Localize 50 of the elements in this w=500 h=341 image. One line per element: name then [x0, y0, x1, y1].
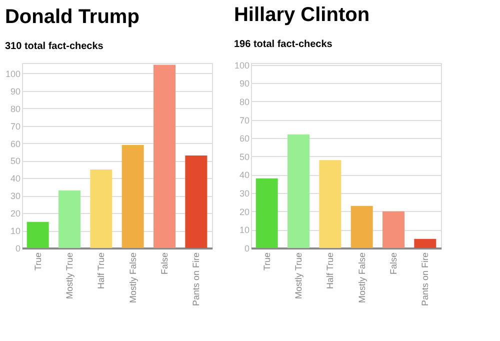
x-tick-label: Half True [96, 252, 106, 290]
y-tick-label: 100 [234, 60, 250, 70]
x-tick-label: False [388, 252, 398, 275]
x-tick-label: True [32, 252, 43, 271]
y-tick-label: 70 [10, 121, 20, 132]
x-tick-label: Mostly True [294, 252, 304, 300]
chart-title: Donald Trump [4, 6, 140, 28]
chart-subtitle: 310 total fact-checks [4, 41, 104, 52]
y-tick-label: 50 [10, 156, 20, 166]
chart-subtitle: 196 total fact-checks [234, 38, 333, 50]
y-tick-label: 40 [10, 174, 20, 184]
y-tick-label: 20 [239, 206, 250, 217]
y-tick-label: 90 [10, 86, 20, 96]
x-tick-label: Mostly False [356, 252, 367, 304]
y-tick-label: 0 [15, 244, 20, 254]
y-tick-label: 0 [244, 244, 250, 254]
y-tick-label: 50 [239, 152, 250, 162]
bar [288, 134, 310, 248]
bar [58, 190, 80, 248]
bar [154, 64, 176, 248]
x-tick-label: Pants on Fire [191, 252, 202, 306]
y-tick-label: 90 [239, 78, 250, 89]
bar [122, 145, 144, 248]
x-tick-label: True [262, 252, 272, 271]
bar [414, 238, 436, 248]
bar [350, 206, 373, 248]
y-tick-label: 80 [239, 96, 250, 107]
y-tick-label: 30 [239, 188, 250, 199]
x-tick-label: False [160, 252, 170, 275]
y-tick-label: 10 [239, 225, 250, 236]
y-tick-label: 10 [10, 226, 20, 236]
y-tick-label: 20 [10, 208, 20, 219]
bar [185, 156, 208, 248]
bar [256, 178, 278, 248]
bar [319, 160, 342, 248]
chart-title: Hillary Clinton [234, 4, 370, 26]
y-tick-label: 60 [10, 138, 20, 149]
y-tick-label: 80 [10, 104, 20, 114]
x-tick-label: Mostly False [128, 252, 138, 304]
y-tick-label: 30 [10, 191, 20, 202]
bar [382, 211, 404, 248]
y-tick-label: 40 [239, 170, 250, 180]
y-tick-label: 70 [239, 115, 250, 126]
x-tick-label: Half True [325, 252, 336, 290]
y-tick-label: 100 [5, 68, 20, 79]
y-tick-label: 60 [239, 134, 250, 144]
x-tick-label: Mostly True [64, 252, 74, 300]
bar [90, 169, 112, 248]
bar [26, 222, 49, 248]
x-tick-label: Pants on Fire [420, 252, 430, 306]
